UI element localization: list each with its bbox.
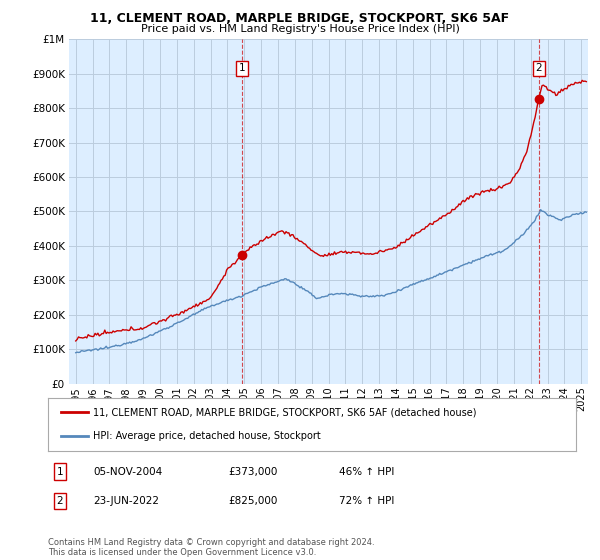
- Text: 1: 1: [56, 466, 64, 477]
- Text: 2: 2: [56, 496, 64, 506]
- Text: £373,000: £373,000: [228, 466, 277, 477]
- Text: HPI: Average price, detached house, Stockport: HPI: Average price, detached house, Stoc…: [93, 431, 320, 441]
- Text: 1: 1: [238, 63, 245, 73]
- Text: Contains HM Land Registry data © Crown copyright and database right 2024.
This d: Contains HM Land Registry data © Crown c…: [48, 538, 374, 557]
- Text: £825,000: £825,000: [228, 496, 277, 506]
- Text: 05-NOV-2004: 05-NOV-2004: [93, 466, 162, 477]
- Text: 2: 2: [535, 63, 542, 73]
- Text: 46% ↑ HPI: 46% ↑ HPI: [339, 466, 394, 477]
- Text: 11, CLEMENT ROAD, MARPLE BRIDGE, STOCKPORT, SK6 5AF (detached house): 11, CLEMENT ROAD, MARPLE BRIDGE, STOCKPO…: [93, 408, 476, 418]
- Text: 72% ↑ HPI: 72% ↑ HPI: [339, 496, 394, 506]
- Text: 23-JUN-2022: 23-JUN-2022: [93, 496, 159, 506]
- Text: Price paid vs. HM Land Registry's House Price Index (HPI): Price paid vs. HM Land Registry's House …: [140, 24, 460, 34]
- Text: 11, CLEMENT ROAD, MARPLE BRIDGE, STOCKPORT, SK6 5AF: 11, CLEMENT ROAD, MARPLE BRIDGE, STOCKPO…: [91, 12, 509, 25]
